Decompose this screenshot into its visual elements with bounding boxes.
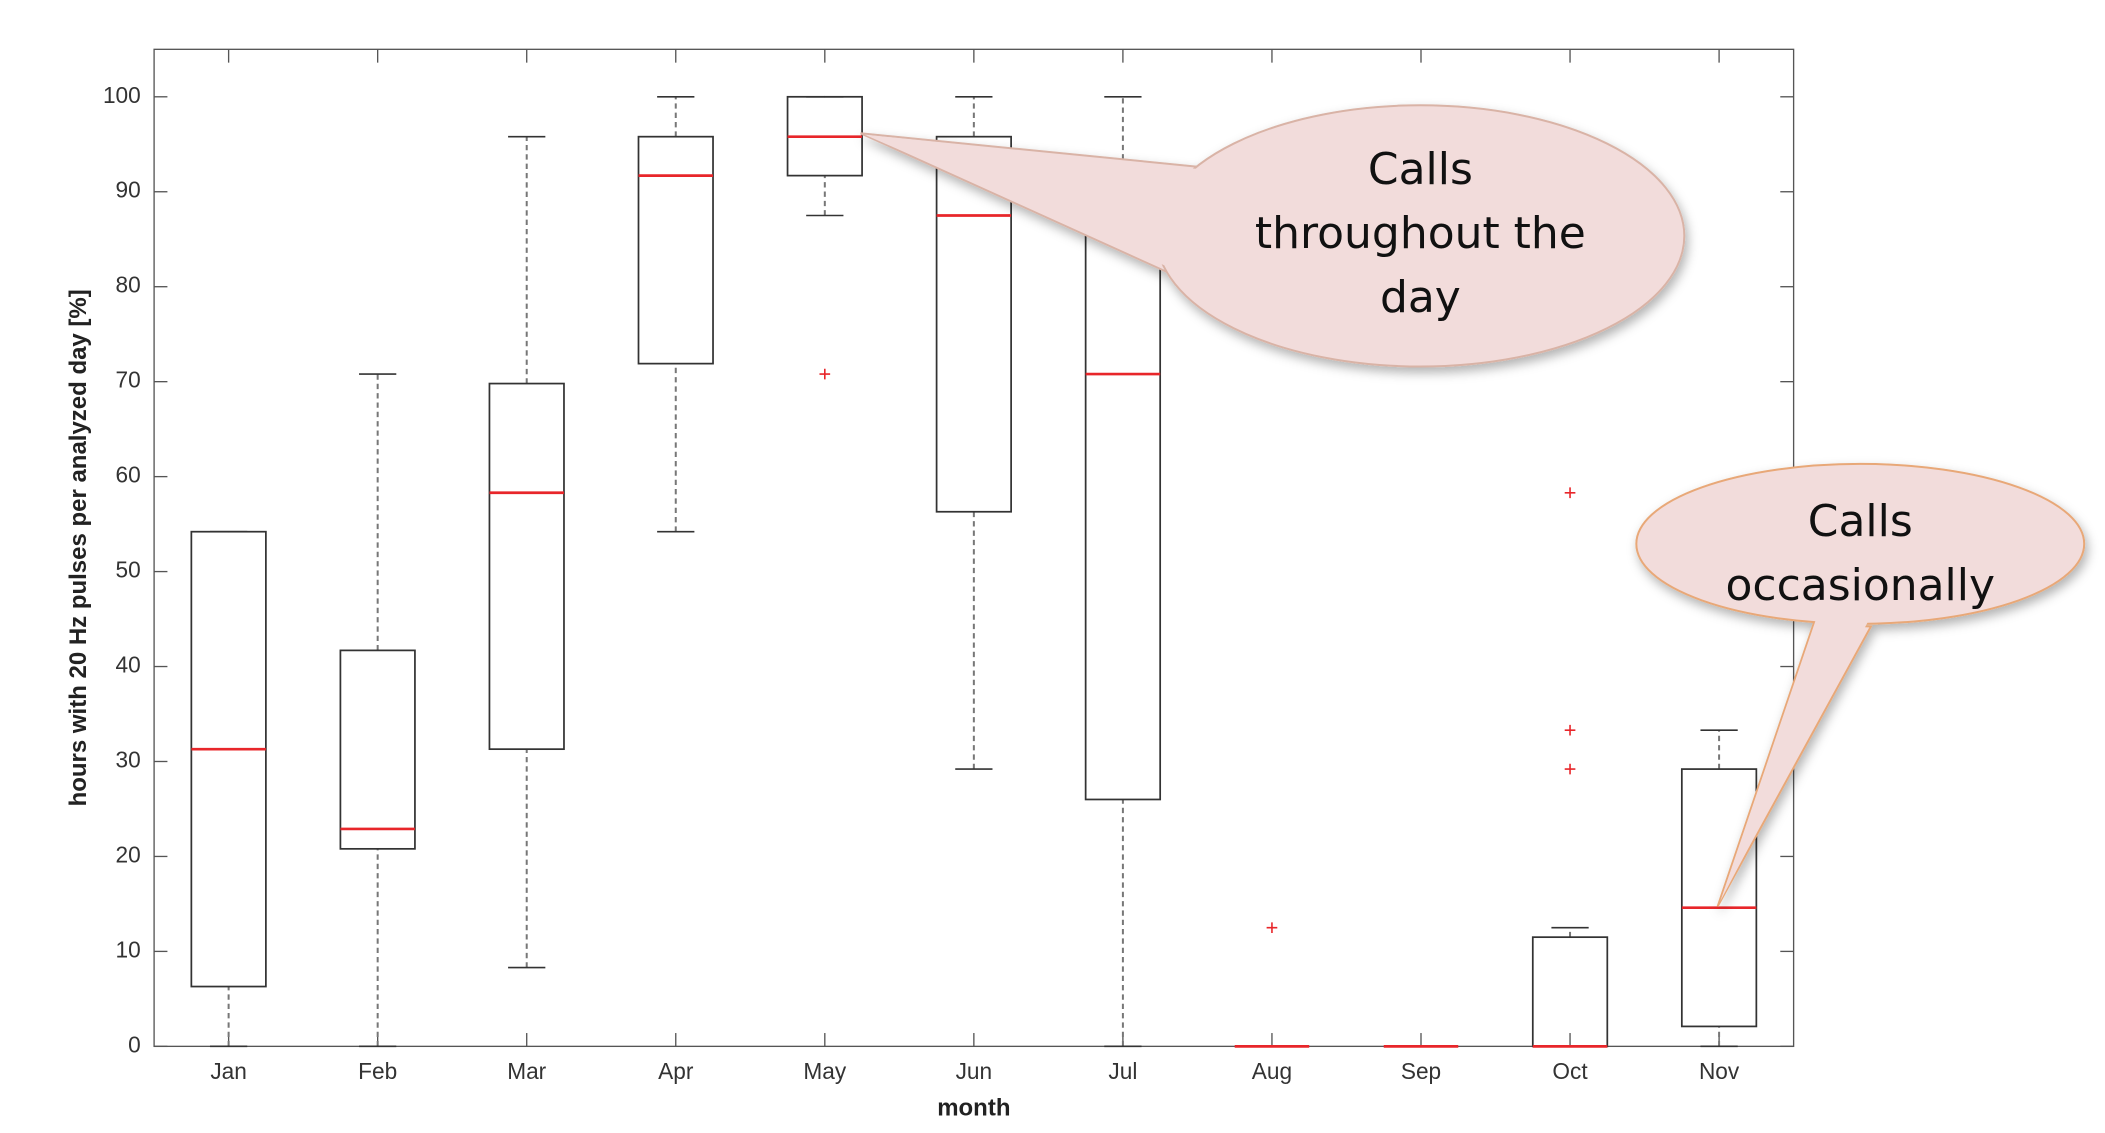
y-axis-title: hours with 20 Hz pulses per analyzed day… bbox=[65, 289, 92, 806]
outlier bbox=[1564, 763, 1576, 775]
callout-text: Calls bbox=[1368, 144, 1473, 195]
y-tick-label: 60 bbox=[116, 462, 141, 488]
box bbox=[1680, 768, 1758, 1028]
x-tick-label: Feb bbox=[358, 1058, 397, 1084]
x-axis-title: month bbox=[937, 1094, 1010, 1121]
callout-pointer-fill bbox=[864, 134, 1201, 271]
y-tick-label: 80 bbox=[116, 272, 141, 298]
y-tick-label: 70 bbox=[116, 367, 141, 393]
callout-text: day bbox=[1380, 272, 1461, 323]
outlier bbox=[1564, 724, 1576, 736]
outlier bbox=[1564, 487, 1576, 499]
box bbox=[339, 649, 416, 850]
x-tick-label: May bbox=[803, 1058, 846, 1084]
callout bbox=[860, 104, 1686, 368]
x-tick-label: Oct bbox=[1552, 1058, 1588, 1084]
box bbox=[637, 135, 714, 365]
y-tick-label: 30 bbox=[116, 746, 141, 772]
callout-text: occasionally bbox=[1726, 560, 1995, 611]
y-tick-label: 20 bbox=[116, 841, 141, 867]
outlier bbox=[819, 368, 831, 380]
x-tick-label: Aug bbox=[1252, 1058, 1292, 1084]
y-tick-label: 50 bbox=[116, 557, 141, 583]
y-tick-label: 100 bbox=[103, 82, 141, 108]
x-tick-label: Jul bbox=[1108, 1058, 1137, 1084]
y-tick-label: 10 bbox=[116, 936, 141, 962]
y-tick-label: 0 bbox=[128, 1031, 141, 1057]
callouts: Calls throughout the day Calls occasionally bbox=[860, 104, 2086, 907]
x-tick-label: Jun bbox=[956, 1058, 993, 1084]
callout bbox=[1635, 462, 2086, 907]
x-tick-label: Jan bbox=[210, 1058, 247, 1084]
x-tick-label: Sep bbox=[1401, 1058, 1441, 1084]
x-tick-label: Apr bbox=[658, 1058, 694, 1084]
callout-text: throughout the bbox=[1255, 208, 1586, 259]
callout-pointer-fill bbox=[1720, 618, 1869, 902]
y-tick-label: 40 bbox=[116, 652, 141, 678]
box bbox=[488, 382, 565, 751]
box bbox=[190, 530, 267, 988]
box bbox=[935, 135, 1012, 513]
x-tick-label: Mar bbox=[507, 1058, 546, 1084]
callout-text: Calls bbox=[1808, 496, 1913, 547]
outlier bbox=[1266, 922, 1278, 933]
y-tick-label: 90 bbox=[116, 177, 141, 203]
x-tick-label: Nov bbox=[1699, 1058, 1740, 1084]
